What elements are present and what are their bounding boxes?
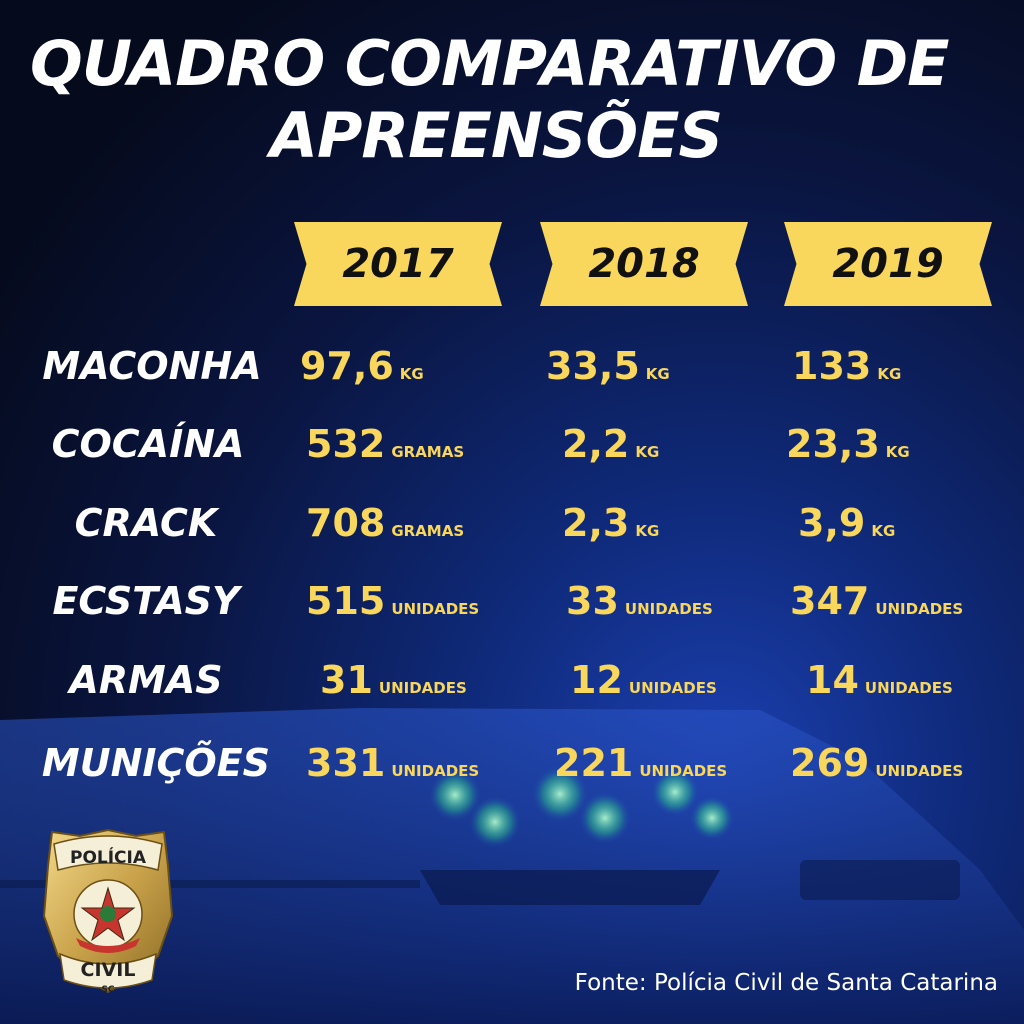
value-number: 515	[306, 579, 386, 623]
row-label-cocaina: COCAÍNA	[51, 422, 245, 466]
value-unit: KG	[645, 365, 670, 383]
value-number: 12	[570, 658, 623, 702]
value-number: 33,5	[546, 344, 640, 388]
row-label-ecstasy: ECSTASY	[52, 579, 240, 623]
value-number: 532	[306, 422, 386, 466]
value-unit: UNIDADES	[378, 679, 467, 697]
title-line-2: APREENSÕES	[270, 99, 723, 172]
value-unit: GRAMAS	[391, 522, 465, 540]
cell-maconha-2019: 133 KG	[792, 344, 1022, 388]
row-label-maconha: MACONHA	[42, 344, 262, 388]
cell-municoes-2017: 331 UNIDADES	[306, 741, 536, 785]
cell-municoes-2018: 221 UNIDADES	[554, 741, 784, 785]
value-number: 331	[306, 741, 386, 785]
value-number: 269	[790, 741, 870, 785]
cell-armas-2018: 12 UNIDADES	[570, 658, 800, 702]
value-unit: KG	[871, 522, 896, 540]
badge-state-text: SC	[101, 985, 114, 995]
value-number: 14	[806, 658, 859, 702]
year-tag-2018: 2018	[540, 222, 748, 306]
cell-crack-2019: 3,9 KG	[798, 501, 1024, 545]
cell-ecstasy-2018: 33 UNIDADES	[566, 579, 796, 623]
value-unit: UNIDADES	[875, 762, 964, 780]
value-number: 2,2	[562, 422, 630, 466]
cell-crack-2018: 2,3 KG	[562, 501, 792, 545]
value-unit: UNIDADES	[391, 762, 480, 780]
cell-cocaina-2018: 2,2 KG	[562, 422, 792, 466]
year-tag-2017: 2017	[294, 222, 502, 306]
value-unit: UNIDADES	[628, 679, 717, 697]
value-unit: KG	[885, 443, 910, 461]
value-unit: UNIDADES	[875, 600, 964, 618]
value-unit: UNIDADES	[864, 679, 953, 697]
value-unit: UNIDADES	[624, 600, 713, 618]
value-number: 2,3	[562, 501, 630, 545]
value-number: 31	[320, 658, 373, 702]
value-unit: UNIDADES	[639, 762, 728, 780]
value-number: 708	[306, 501, 386, 545]
cell-ecstasy-2019: 347 UNIDADES	[790, 579, 1020, 623]
cell-armas-2017: 31 UNIDADES	[320, 658, 550, 702]
cell-maconha-2018: 33,5 KG	[546, 344, 776, 388]
row-label-municoes: MUNIÇÕES	[41, 741, 271, 785]
value-unit: GRAMAS	[391, 443, 465, 461]
cell-cocaina-2019: 23,3 KG	[786, 422, 1016, 466]
value-number: 97,6	[300, 344, 394, 388]
badge-top-text: POLÍCIA	[70, 846, 147, 868]
source-caption: Fonte: Polícia Civil de Santa Catarina	[574, 970, 998, 996]
cell-municoes-2019: 269 UNIDADES	[790, 741, 1020, 785]
value-unit: KG	[399, 365, 424, 383]
badge-bottom-text: CIVIL	[81, 959, 136, 981]
value-unit: KG	[635, 522, 660, 540]
value-unit: UNIDADES	[391, 600, 480, 618]
page-title: QUADRO COMPARATIVO DE APREENSÕES	[30, 28, 1010, 172]
value-unit: KG	[635, 443, 660, 461]
cell-cocaina-2017: 532 GRAMAS	[306, 422, 536, 466]
value-number: 33	[566, 579, 619, 623]
cell-crack-2017: 708 GRAMAS	[306, 501, 536, 545]
cell-ecstasy-2017: 515 UNIDADES	[306, 579, 536, 623]
value-number: 3,9	[798, 501, 866, 545]
cell-maconha-2017: 97,6 KG	[300, 344, 530, 388]
year-tag-2019: 2019	[784, 222, 992, 306]
value-unit: KG	[877, 365, 902, 383]
value-number: 221	[554, 741, 634, 785]
policia-civil-badge: POLÍCIA CIVIL SC	[42, 828, 174, 995]
cell-armas-2019: 14 UNIDADES	[806, 658, 1024, 702]
value-number: 23,3	[786, 422, 880, 466]
row-label-crack: CRACK	[74, 501, 218, 545]
value-number: 347	[790, 579, 870, 623]
value-number: 133	[792, 344, 872, 388]
title-line-1: QUADRO COMPARATIVO DE	[30, 27, 950, 100]
row-label-armas: ARMAS	[69, 658, 223, 702]
